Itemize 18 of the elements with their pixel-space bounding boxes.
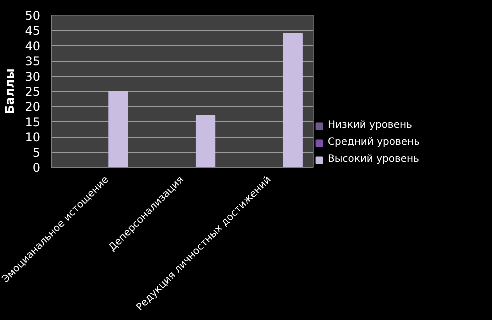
y-tick-label: 10 — [25, 130, 41, 145]
legend-label: Средний уровень — [328, 137, 420, 148]
y-tick-label: 20 — [25, 100, 41, 114]
y-tick-label: 25 — [25, 85, 41, 99]
legend-label: Высокий уровень — [328, 154, 420, 165]
y-axis-title: Баллы — [3, 68, 18, 114]
y-tick-label: 40 — [25, 39, 41, 54]
y-tick-label: 45 — [25, 24, 41, 38]
y-tick-label: 30 — [25, 70, 41, 84]
y-tick-label: 35 — [25, 54, 41, 69]
legend-label: Низкий уровень — [328, 120, 412, 131]
bar — [108, 91, 128, 168]
bar — [196, 115, 216, 168]
y-tick-label: 0 — [32, 161, 41, 175]
y-tick-label: 50 — [25, 9, 41, 23]
y-tick-label: 5 — [32, 146, 41, 160]
bar — [283, 33, 303, 168]
y-tick-label: 15 — [25, 115, 41, 130]
